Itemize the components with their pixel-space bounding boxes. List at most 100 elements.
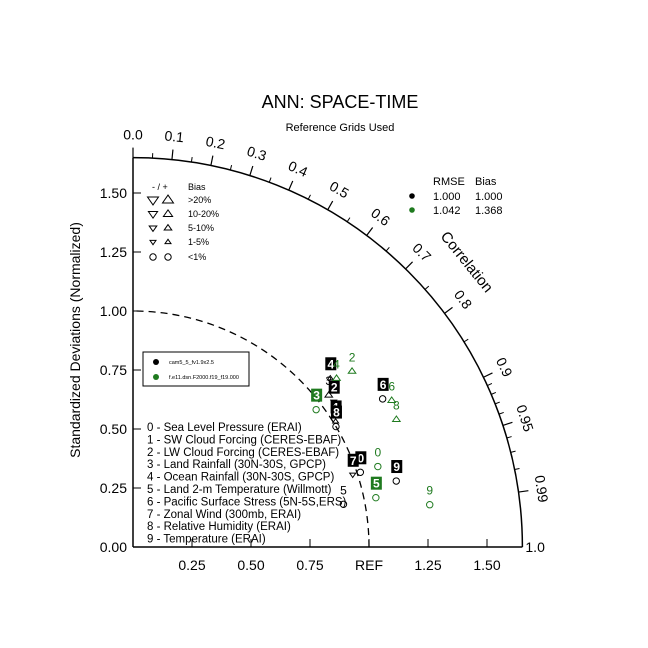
corr-major-tick <box>405 261 414 270</box>
bias-up-triangle <box>326 374 335 381</box>
corr-minor-tick <box>424 285 430 290</box>
point-label: 6 <box>388 379 395 393</box>
point-label: 2 <box>349 350 356 364</box>
stats-legend-bias: 1.000 <box>475 191 503 203</box>
bias-circle <box>426 501 434 509</box>
bias-circle <box>378 395 387 403</box>
model-legend-dot <box>153 374 159 380</box>
point-label: 4 <box>327 357 334 371</box>
bias-circle <box>356 468 365 476</box>
corr-tick-label: 0.6 <box>368 205 393 230</box>
corr-minor-tick <box>487 383 493 387</box>
point-label: 9 <box>426 484 433 498</box>
point-label-box <box>355 451 367 465</box>
case-legend-entry: 6 - Pacific Surface Stress (5N-5S,ERS) <box>147 496 347 508</box>
points-group: 012345678902345689 <box>311 350 434 509</box>
bias-down-triangle <box>147 211 159 220</box>
chart-title: ANN: SPACE-TIME <box>262 92 419 112</box>
model-legend-dot <box>153 359 159 365</box>
point-label: 0 <box>374 446 381 460</box>
point-label: 5 <box>373 477 380 491</box>
stats-legend-rmse: 1.000 <box>433 191 461 203</box>
point-label-box <box>311 388 323 402</box>
model-legend-box <box>142 351 250 387</box>
bias-down-triangle <box>329 399 338 406</box>
x-tick-label: 0.75 <box>296 557 323 573</box>
bias-circle <box>374 462 382 471</box>
stats-legend-rmse: 1.042 <box>433 205 461 217</box>
corr-minor-tick <box>510 450 516 453</box>
bias-down-triangle <box>146 196 160 206</box>
stats-legend-dot <box>409 193 415 199</box>
case-legend-entry: 5 - Land 2-m Temperature (Willmott) <box>147 484 332 496</box>
corr-tick-label: 0.5 <box>327 178 352 202</box>
legend-circle <box>164 253 172 261</box>
corr-tick-label: 0.99 <box>532 474 552 503</box>
bias-up-triangle <box>163 223 173 231</box>
corr-tick-label: 0.9 <box>493 355 516 380</box>
case-legend: cam5_5_fv1.9x2.5 f.e11.dsn.F2000.f19_f19.… <box>142 351 347 546</box>
y-tick-label: 0.00 <box>100 539 127 555</box>
bias-legend-row-label: 10-20% <box>188 209 219 219</box>
model-legend: cam5_5_fv1.9x2.5 f.e11.dsn.F2000.f19_f19.… <box>142 351 250 387</box>
corr-major-tick <box>518 490 529 493</box>
point-label: 7 <box>350 454 357 468</box>
corr-major-tick <box>210 155 214 166</box>
stats-legend-rmse-header: RMSE <box>433 176 465 188</box>
corr-minor-tick <box>491 391 497 395</box>
y-tick-label: 1.50 <box>100 185 127 201</box>
corr-minor-tick <box>463 338 469 343</box>
y-tick-label: 0.25 <box>100 480 127 496</box>
y-tick-label: 1.00 <box>100 303 127 319</box>
bias-up-triangle <box>331 374 342 381</box>
y-tick-label: 1.25 <box>100 244 127 260</box>
legend-circle <box>149 253 157 261</box>
bias-up-triangle <box>347 366 357 374</box>
bias-circle <box>312 405 320 414</box>
corr-minor-tick <box>385 246 390 252</box>
outer-end-label: 1.0 <box>525 539 545 555</box>
point-label-box <box>347 453 359 467</box>
case-legend-entry: 4 - Ocean Rainfall (30N-30S, GPCP) <box>147 472 334 484</box>
x-tick-label: 0.50 <box>237 557 264 573</box>
bias-legend-row-label: >20% <box>188 195 211 205</box>
x-tick-label: 1.25 <box>414 557 441 573</box>
bias-up-triangle <box>162 208 174 217</box>
point-label-box <box>377 377 389 391</box>
model-legend-name: cam5_5_fv1.9x2.5 <box>169 360 214 366</box>
bias-legend: - / + Bias >20% 10-20% 5-10% 1-5% <1% <box>146 182 219 262</box>
corr-minor-tick <box>190 156 193 163</box>
corr-minor-tick <box>307 194 311 200</box>
reference-arc <box>132 310 370 548</box>
corr-major-tick <box>502 421 513 426</box>
bias-circle <box>372 493 380 502</box>
corr-major-tick <box>288 180 294 191</box>
corr-major-tick <box>444 306 453 314</box>
x-tick-label: 0.25 <box>178 557 205 573</box>
point-label: 4 <box>333 357 340 371</box>
corr-tick-label: 0.8 <box>451 287 476 312</box>
corr-minor-tick <box>494 401 500 405</box>
bias-down-triangle <box>149 239 157 246</box>
corr-minor-tick <box>346 217 351 223</box>
point-label: 8 <box>393 398 400 412</box>
corr-minor-tick <box>514 468 520 471</box>
model-legend-name: f.e11.dsn.F2000.f19_f19.000 <box>169 375 239 381</box>
case-legend-entry: 3 - Land Rainfall (30N-30S, GPCP) <box>147 459 326 471</box>
point-label-box <box>391 460 403 474</box>
corr-tick-label: 0.7 <box>409 240 434 265</box>
corr-tick-label: 0.3 <box>245 143 269 164</box>
bias-up-triangle <box>161 194 175 204</box>
y-tick-label: 0.50 <box>100 421 127 437</box>
bias-up-triangle <box>324 390 334 398</box>
point-label: 2 <box>331 381 338 395</box>
corr-minor-tick <box>498 411 504 415</box>
case-legend-entry: 7 - Zonal Wind (300mb, ERAI) <box>147 509 301 521</box>
point-label: 9 <box>393 460 400 474</box>
bias-circle <box>332 422 340 431</box>
bias-down-triangle <box>148 225 158 233</box>
corr-tick-label: 0.95 <box>513 403 537 434</box>
y-tick-label: 0.75 <box>100 362 127 378</box>
corr-tick-label: 0.0 <box>123 126 143 142</box>
